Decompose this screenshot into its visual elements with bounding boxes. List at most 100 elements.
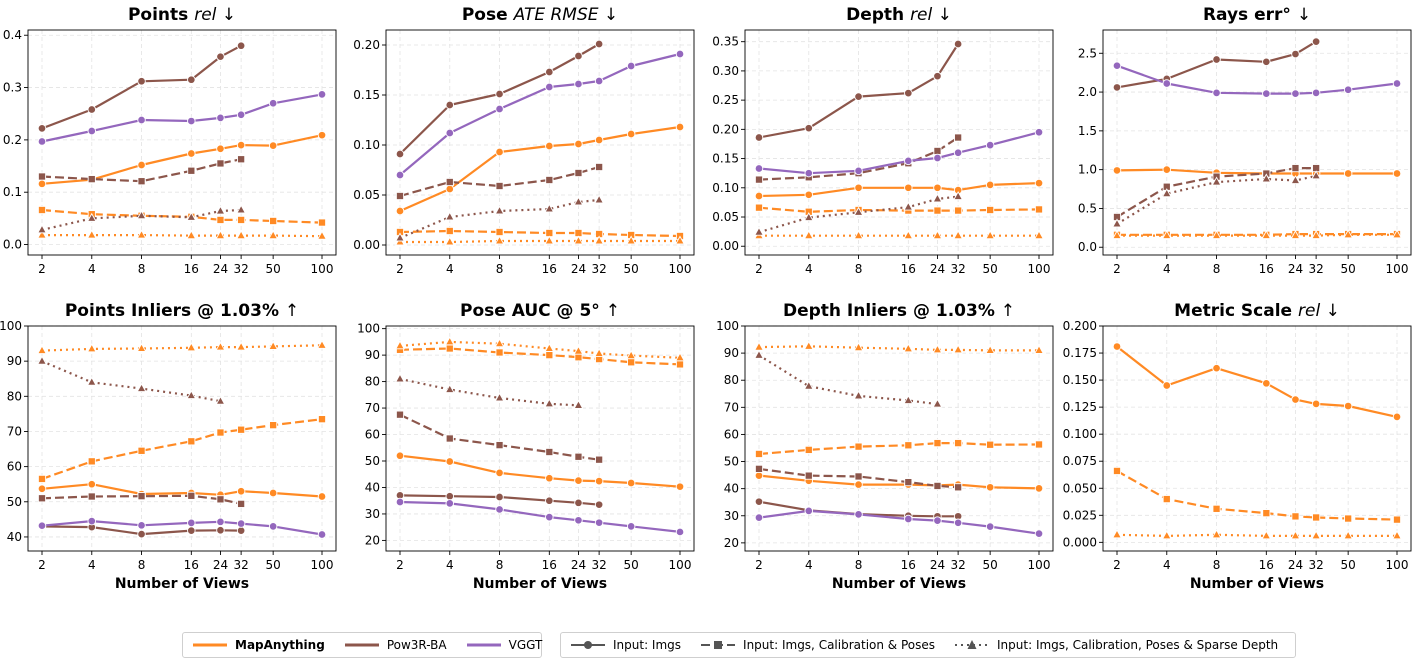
x-tick-label: 4	[1163, 558, 1171, 572]
data-point	[237, 155, 246, 164]
data-point	[216, 52, 225, 61]
data-point	[268, 522, 278, 531]
data-point	[395, 497, 405, 507]
data-point	[236, 110, 246, 120]
data-point	[1311, 230, 1322, 240]
data-point	[87, 516, 97, 526]
y-tick-label: 0.30	[712, 64, 739, 78]
series-line	[399, 52, 681, 176]
data-point	[954, 439, 963, 448]
data-point	[904, 88, 913, 98]
series-mapanything-calib_poses_depth	[1112, 229, 1402, 240]
data-point	[574, 516, 583, 525]
chart-title-arrow: ↑	[606, 301, 620, 321]
axes-frame	[1102, 325, 1412, 552]
y-tick-label: 70	[365, 401, 380, 415]
chart-title-metric: rel	[194, 5, 222, 25]
data-point	[754, 203, 764, 212]
y-tick-label: 90	[365, 348, 380, 362]
data-point	[854, 472, 863, 481]
data-point	[1291, 89, 1300, 98]
data-point	[574, 452, 583, 461]
legend-item-mapanything: MapAnything	[193, 638, 325, 652]
data-point	[985, 522, 995, 531]
x-tick-label: 24	[1288, 558, 1303, 572]
x-tick-label: 16	[542, 558, 557, 572]
data-point	[395, 149, 405, 159]
series-line	[1116, 64, 1398, 95]
data-point	[1162, 495, 1171, 504]
data-point	[494, 235, 505, 245]
data-point	[1112, 529, 1122, 539]
series-mapanything-imgs	[754, 178, 1044, 201]
series-line	[42, 234, 323, 238]
x-tick-label: 2	[1113, 558, 1121, 572]
data-point	[395, 206, 405, 216]
data-point	[136, 210, 147, 220]
x-tick-label: 2	[755, 262, 763, 276]
series-pow3r-ba-calib_poses	[37, 491, 246, 508]
data-point	[953, 344, 964, 354]
data-point	[985, 140, 995, 150]
data-point	[803, 380, 814, 390]
data-point	[545, 82, 554, 92]
x-tick-label: 50	[983, 262, 998, 276]
x-tick-label: 24	[571, 262, 586, 276]
series-line	[1117, 233, 1397, 237]
legend-inputs: Input: Imgs Input: Imgs, Calibration & P…	[560, 632, 1296, 658]
data-point	[87, 457, 96, 466]
data-point	[136, 229, 147, 239]
data-point	[1112, 166, 1122, 175]
series-vggt-imgs	[395, 49, 685, 180]
data-point	[187, 149, 196, 158]
data-point	[1262, 57, 1271, 67]
y-tick-label: 100	[357, 322, 380, 336]
chart-title: Points Inliers @ 1.03% ↑	[65, 301, 299, 321]
data-point	[495, 181, 504, 191]
y-tick-label: 0.00	[353, 238, 380, 252]
data-point	[317, 90, 327, 99]
series-line	[41, 418, 323, 480]
data-point	[1034, 529, 1044, 538]
data-point	[187, 75, 196, 84]
data-point	[236, 486, 246, 496]
series-mapanything-imgs	[1112, 342, 1402, 422]
data-point	[933, 481, 942, 490]
y-tick-label: 0.15	[353, 88, 380, 102]
chart-title: Depth Inliers @ 1.03% ↑	[783, 301, 1015, 321]
x-tick-label: 16	[1259, 558, 1274, 572]
x-tick-label: 32	[233, 262, 248, 276]
data-point	[216, 144, 225, 154]
data-point	[932, 230, 943, 240]
x-tick-label: 2	[1113, 262, 1121, 276]
data-point	[445, 434, 454, 443]
data-point	[754, 164, 764, 173]
series-pow3r-ba-imgs	[395, 39, 604, 159]
data-point	[754, 497, 764, 506]
data-point	[37, 179, 47, 189]
data-point	[985, 230, 996, 240]
data-point	[268, 488, 278, 498]
data-point	[854, 183, 863, 193]
data-point	[236, 519, 246, 528]
series-mapanything-calib_poses	[37, 205, 327, 227]
chart-title: Metric Scale rel ↓	[1174, 301, 1340, 321]
legend-label-input-imgs: Input: Imgs	[613, 638, 682, 652]
data-point	[804, 471, 813, 480]
data-point	[395, 451, 405, 460]
series-line	[758, 206, 1040, 213]
data-point	[954, 133, 963, 142]
data-point	[236, 41, 246, 50]
series-mapanything-calib_poses	[37, 415, 327, 483]
data-point	[187, 116, 196, 126]
data-point	[395, 410, 405, 419]
y-tick-label: 0.175	[1063, 346, 1097, 360]
x-tick-label: 32	[950, 262, 965, 276]
x-tick-label: 2	[38, 262, 46, 276]
data-point	[37, 229, 47, 239]
data-point	[1290, 230, 1301, 240]
data-point	[626, 350, 637, 360]
y-tick-label: 30	[724, 509, 739, 523]
data-point	[626, 61, 636, 71]
